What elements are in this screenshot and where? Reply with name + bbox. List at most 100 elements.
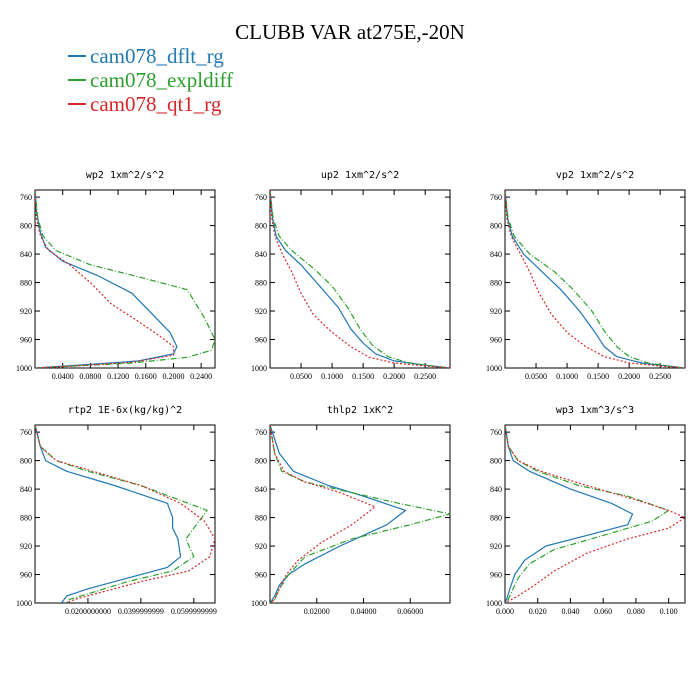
x-tick-label: 0.0500 xyxy=(290,372,312,381)
series-line-3 xyxy=(270,190,450,368)
plot-frame xyxy=(269,189,451,369)
y-tick-label: 960 xyxy=(255,571,267,580)
x-tick-label: 0.0800 xyxy=(79,372,101,381)
y-tick-label: 880 xyxy=(20,514,32,523)
series-line-3 xyxy=(35,425,215,603)
series-line-2 xyxy=(35,425,208,603)
y-tick-label: 920 xyxy=(20,307,32,316)
series-line-1 xyxy=(505,190,685,368)
panel-title: wp3 1xm^3/s^3 xyxy=(556,405,634,416)
x-tick-label: 0.0400 xyxy=(52,372,74,381)
series-line-3 xyxy=(270,425,376,603)
y-tick-label: 760 xyxy=(255,428,267,437)
panel-title: rtp2 1E-6x(kg/kg)^2 xyxy=(68,405,182,416)
y-tick-label: 880 xyxy=(490,514,502,523)
chart-panel-6: wp3 1xm^3/s^3 760 800 840 880 920 960 10000.000… xyxy=(486,405,686,616)
y-tick-label: 840 xyxy=(255,485,267,494)
y-tick-label: 920 xyxy=(490,542,502,551)
series-line-1 xyxy=(35,425,182,603)
series-line-2 xyxy=(505,190,685,368)
y-tick-label: 920 xyxy=(255,307,267,316)
legend-item-expldiff: cam078_expldiff xyxy=(68,68,233,92)
x-tick-label: 0.000 xyxy=(496,607,514,616)
y-tick-label: 760 xyxy=(490,428,502,437)
x-tick-label: 0.1500 xyxy=(352,372,374,381)
x-tick-label: 0.0599999999 xyxy=(171,607,217,616)
y-tick-label: 880 xyxy=(20,279,32,288)
y-tick-label: 960 xyxy=(20,336,32,345)
chart-panel-1: wp2 1xm^2/s^2 760 800 840 880 920 960 1000 0.040… xyxy=(16,170,216,381)
legend-swatch-dflt xyxy=(68,55,86,57)
y-tick-label: 1000 xyxy=(16,364,32,373)
y-tick-label: 800 xyxy=(20,222,32,231)
legend-label-expldiff: cam078_expldiff xyxy=(90,68,234,92)
y-tick-label: 840 xyxy=(490,485,502,494)
y-tick-label: 920 xyxy=(490,307,502,316)
legend-item-qt1: cam078_qt1_rg xyxy=(68,92,233,116)
legend-label-qt1: cam078_qt1_rg xyxy=(90,92,222,116)
y-tick-label: 800 xyxy=(255,457,267,466)
x-tick-label: 0.2500 xyxy=(649,372,671,381)
x-tick-label: 0.1500 xyxy=(587,372,609,381)
series-line-3 xyxy=(505,190,685,368)
x-tick-label: 0.1000 xyxy=(321,372,343,381)
chart-panel-4: rtp2 1E-6x(kg/kg)^2 760 800 840 880 920 960 100… xyxy=(16,405,217,616)
series-line-2 xyxy=(35,190,215,368)
y-tick-label: 1000 xyxy=(251,364,267,373)
y-tick-label: 840 xyxy=(20,250,32,259)
legend-swatch-expldiff xyxy=(68,79,86,81)
series-line-3 xyxy=(35,190,175,368)
x-tick-label: 0.2000 xyxy=(162,372,184,381)
chart-panel-2: up2 1xm^2/s^2 760 800 840 880 920 960 1000 0.050… xyxy=(251,170,451,381)
x-tick-label: 0.04000 xyxy=(351,607,377,616)
y-tick-label: 1000 xyxy=(251,599,267,608)
x-tick-label: 0.2000 xyxy=(383,372,405,381)
plot-frame xyxy=(34,424,216,604)
legend-label-dflt: cam078_dflt_rg xyxy=(90,44,224,68)
y-tick-label: 960 xyxy=(490,336,502,345)
x-tick-label: 0.080 xyxy=(627,607,645,616)
x-tick-label: 0.1200 xyxy=(107,372,129,381)
y-tick-label: 1000 xyxy=(486,599,502,608)
y-tick-label: 960 xyxy=(255,336,267,345)
legend-swatch-qt1 xyxy=(68,103,86,105)
series-line-3 xyxy=(505,425,685,603)
series-line-1 xyxy=(35,190,178,368)
legend: cam078_dflt_rg cam078_expldiff cam078_qt… xyxy=(68,44,233,116)
y-tick-label: 840 xyxy=(20,485,32,494)
series-line-2 xyxy=(270,190,450,368)
x-tick-label: 0.1600 xyxy=(135,372,157,381)
x-tick-label: 0.100 xyxy=(660,607,678,616)
y-tick-label: 760 xyxy=(20,193,32,202)
y-tick-label: 840 xyxy=(255,250,267,259)
y-tick-label: 760 xyxy=(490,193,502,202)
x-tick-label: 0.0500 xyxy=(525,372,547,381)
panel-title: up2 1xm^2/s^2 xyxy=(321,170,399,181)
y-tick-label: 1000 xyxy=(16,599,32,608)
y-tick-label: 800 xyxy=(490,457,502,466)
chart-panel-5: thlp2 1xK^2 760 800 840 880 920 960 1000 0.02000… xyxy=(251,405,451,616)
plot-frame xyxy=(504,424,686,604)
plot-frame xyxy=(269,424,451,604)
y-tick-label: 840 xyxy=(490,250,502,259)
chart-panel-3: vp2 1xm^2/s^2 760 800 840 880 920 960 1000 0.050… xyxy=(486,170,686,381)
y-tick-label: 760 xyxy=(255,193,267,202)
y-tick-label: 920 xyxy=(255,542,267,551)
x-tick-label: 0.06000 xyxy=(397,607,423,616)
series-line-1 xyxy=(270,425,407,603)
y-tick-label: 800 xyxy=(20,457,32,466)
x-tick-label: 0.060 xyxy=(594,607,612,616)
x-tick-label: 0.1000 xyxy=(556,372,578,381)
series-line-1 xyxy=(505,425,634,603)
y-tick-label: 880 xyxy=(255,514,267,523)
y-tick-label: 960 xyxy=(20,571,32,580)
panel-title: thlp2 1xK^2 xyxy=(327,405,393,416)
y-tick-label: 880 xyxy=(490,279,502,288)
x-tick-label: 0.2000 xyxy=(618,372,640,381)
series-line-1 xyxy=(270,190,450,368)
y-tick-label: 880 xyxy=(255,279,267,288)
x-tick-label: 0.0399999999 xyxy=(118,607,164,616)
plot-frame xyxy=(34,189,216,369)
series-line-2 xyxy=(505,425,670,603)
